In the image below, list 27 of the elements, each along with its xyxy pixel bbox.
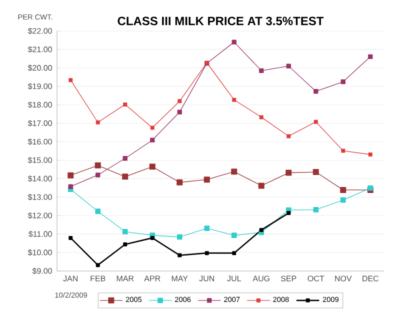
x-tick-label: DEC	[362, 276, 379, 282]
y-tick-label: $21.00	[28, 46, 52, 53]
x-tick-label: JUN	[199, 276, 214, 282]
y-tick-label: $9.00	[32, 268, 52, 274]
x-tick-label: JUL	[227, 276, 241, 282]
y-tick-label: $22.00	[28, 28, 52, 34]
x-tick-label: APR	[144, 276, 160, 282]
chart-title: CLASS III MILK PRICE AT 3.5%TEST	[118, 16, 324, 26]
y-tick-label: $10.00	[28, 249, 52, 256]
y-tick-label: $14.00	[28, 175, 52, 182]
y-tick-label: $12.00	[28, 212, 52, 219]
x-tick-label: MAY	[172, 276, 188, 282]
y-tick-label: $17.00	[28, 120, 52, 127]
x-tick-label: JAN	[63, 276, 78, 282]
x-tick-label: MAR	[116, 276, 134, 282]
y-tick-label: $11.00	[28, 230, 52, 238]
x-tick-label: NOV	[335, 276, 352, 282]
y-tick-label: $13.00	[28, 194, 52, 200]
y-tick-label: $18.00	[28, 102, 52, 108]
x-tick-label: OCT	[308, 276, 324, 282]
x-tick-label: FEB	[90, 276, 106, 282]
y-tick-label: $16.00	[28, 138, 52, 146]
x-tick-label: AUG	[252, 276, 270, 282]
y-tick-label: $15.00	[28, 156, 52, 164]
x-tick-label: SEP	[280, 276, 296, 282]
y-tick-label: $19.00	[28, 83, 52, 90]
y-tick-label: $20.00	[28, 64, 52, 72]
